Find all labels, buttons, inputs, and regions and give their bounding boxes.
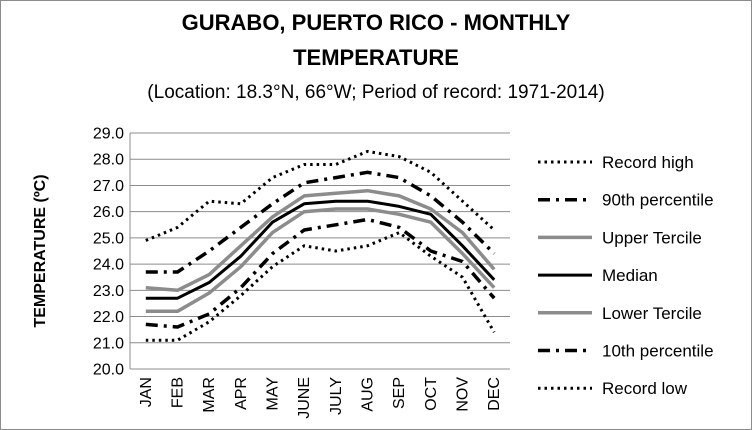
series-line-90th-percentile	[145, 170, 496, 274]
legend-label: Lower Tercile	[602, 304, 702, 323]
y-tick-label: 29.0	[93, 126, 124, 143]
legend-label: Upper Tercile	[602, 228, 702, 247]
series-line-upper-tercile	[145, 188, 496, 293]
y-tick-label: 23.0	[93, 283, 124, 300]
legend-label: 10th percentile	[602, 342, 714, 361]
x-tick-label: JULY	[328, 377, 345, 415]
legend-label: Record high	[602, 153, 694, 172]
legend-label: Median	[602, 266, 658, 285]
x-tick-label: MAR	[201, 377, 218, 413]
x-tick-label: APR	[233, 377, 250, 410]
series-line-10th-percentile	[145, 217, 496, 329]
x-tick-label: DEC	[486, 377, 503, 411]
y-tick-label: 24.0	[93, 257, 124, 274]
y-tick-label: 20.0	[93, 362, 124, 379]
series-line-lower-tercile	[145, 207, 496, 314]
y-tick-label: 25.0	[93, 230, 124, 247]
chart-subtitle: (Location: 18.3°N, 66°W; Period of recor…	[147, 82, 605, 103]
x-tick-label: FEB	[170, 377, 187, 408]
x-tick-label: SEP	[391, 377, 408, 409]
y-tick-label: 26.0	[93, 204, 124, 221]
series-line-median	[145, 199, 496, 300]
x-tick-label: NOV	[455, 377, 472, 412]
y-axis-title: TEMPERATURE (ºC)	[32, 174, 49, 327]
x-tick-label: AUG	[360, 377, 377, 412]
legend-label: 90th percentile	[602, 191, 714, 210]
chart-title-line1: GURABO, PUERTO RICO - MONTHLY	[181, 10, 571, 35]
y-tick-label: 22.0	[93, 309, 124, 326]
y-tick-label: 27.0	[93, 178, 124, 195]
x-tick-label: OCT	[423, 377, 440, 411]
x-tick-label: MAY	[265, 377, 282, 411]
x-tick-label: JAN	[138, 377, 155, 407]
legend-label: Record low	[602, 379, 688, 398]
chart-title-line2: TEMPERATURE	[293, 45, 459, 70]
x-tick-label: JUNE	[296, 377, 313, 419]
y-tick-label: 21.0	[93, 335, 124, 352]
y-tick-label: 28.0	[93, 152, 124, 169]
